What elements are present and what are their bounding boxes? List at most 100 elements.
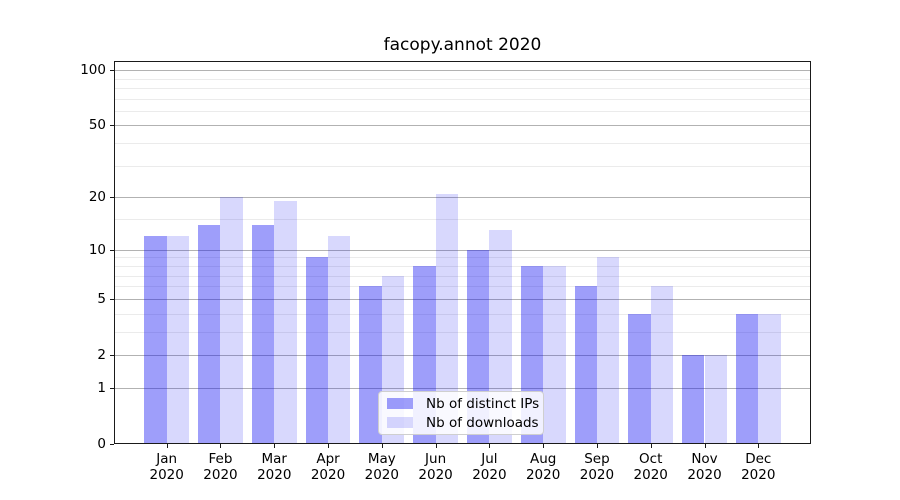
legend-entry-distinct-ips: Nb of distinct IPs <box>387 396 543 412</box>
x-tick-mark-oct <box>650 444 652 448</box>
bar-distinct-ips-nov <box>682 355 705 444</box>
bar-downloads-dec <box>758 313 781 444</box>
gridline-y-5 <box>114 298 811 300</box>
x-tick-mark-feb <box>220 444 222 448</box>
gridline-y-1 <box>114 387 811 389</box>
x-tick-mark-apr <box>328 444 330 448</box>
legend-entry-downloads: Nb of downloads <box>387 415 543 431</box>
x-tick-label-sep: Sep 2020 <box>557 451 637 483</box>
x-tick-year: 2020 <box>633 467 668 483</box>
bar-distinct-ips-oct <box>628 313 651 444</box>
x-tick-label-may: May 2020 <box>342 451 422 483</box>
x-tick-mark-mar <box>274 444 276 448</box>
x-tick-label-jul: Jul 2020 <box>449 451 529 483</box>
gridline-minor-y-15 <box>114 219 811 221</box>
x-tick-mark-jul <box>489 444 491 448</box>
y-tick-mark-50 <box>110 125 114 127</box>
gridline-minor-y-6 <box>114 286 811 288</box>
y-tick-label-0: 0 <box>97 436 106 452</box>
x-tick-month: Mar <box>261 451 287 467</box>
x-tick-year: 2020 <box>149 467 184 483</box>
gridline-minor-y-40 <box>114 143 811 145</box>
gridline-minor-y-3 <box>114 331 811 333</box>
y-tick-mark-20 <box>110 197 114 199</box>
legend-swatch-distinct-ips <box>387 398 413 409</box>
gridline-minor-y-70 <box>114 98 811 100</box>
chart-title: facopy.annot 2020 <box>383 35 542 55</box>
y-tick-mark-2 <box>110 354 114 356</box>
gridline-minor-y-30 <box>114 165 811 167</box>
x-tick-month: Feb <box>208 451 233 467</box>
y-tick-label-2: 2 <box>97 346 106 363</box>
x-tick-month: Dec <box>745 451 772 467</box>
gridline-y-20 <box>114 197 811 199</box>
x-tick-mark-jun <box>435 444 437 448</box>
x-tick-label-jun: Jun 2020 <box>396 451 476 483</box>
x-tick-mark-jan <box>166 444 168 448</box>
y-tick-label-20: 20 <box>88 189 106 206</box>
x-tick-month: Jul <box>481 451 498 467</box>
x-tick-mark-may <box>381 444 383 448</box>
bar-downloads-jun <box>435 193 458 444</box>
x-tick-year: 2020 <box>525 467 561 483</box>
bar-downloads-nov <box>704 355 727 444</box>
gridline-y-50 <box>114 125 811 127</box>
x-tick-year: 2020 <box>364 467 399 483</box>
x-tick-month: Jun <box>425 451 447 467</box>
bar-downloads-jul <box>489 230 512 444</box>
bar-downloads-oct <box>650 286 674 444</box>
legend: Nb of distinct IPs Nb of downloads <box>378 391 544 435</box>
x-tick-mark-sep <box>596 444 598 448</box>
gridline-minor-y-80 <box>114 87 811 89</box>
x-tick-month: Nov <box>691 451 718 467</box>
x-tick-label-nov: Nov 2020 <box>665 451 745 483</box>
x-tick-year: 2020 <box>310 467 346 483</box>
x-tick-mark-aug <box>543 444 545 448</box>
bar-downloads-apr <box>328 236 351 444</box>
gridline-y-100 <box>114 70 811 72</box>
y-tick-mark-100 <box>110 70 114 72</box>
gridline-minor-y-8 <box>114 265 811 267</box>
bar-distinct-ips-mar <box>251 224 275 444</box>
x-tick-label-oct: Oct 2020 <box>611 451 691 483</box>
y-tick-label-10: 10 <box>88 241 106 258</box>
x-tick-year: 2020 <box>203 467 238 483</box>
bar-distinct-ips-apr <box>305 257 329 444</box>
gridline-minor-y-9 <box>114 257 811 259</box>
x-tick-label-mar: Mar 2020 <box>234 451 314 483</box>
gridline-minor-y-4 <box>114 313 811 315</box>
y-tick-mark-0 <box>110 444 114 445</box>
x-tick-year: 2020 <box>741 467 776 483</box>
bar-distinct-ips-jan <box>144 236 167 444</box>
x-tick-year: 2020 <box>579 467 615 483</box>
bar-distinct-ips-sep <box>574 286 597 444</box>
y-tick-label-5: 5 <box>97 290 106 307</box>
bar-downloads-mar <box>274 201 297 444</box>
bar-downloads-aug <box>543 266 566 444</box>
legend-swatch-downloads <box>387 417 413 428</box>
bar-distinct-ips-dec <box>735 313 759 444</box>
x-tick-label-feb: Feb 2020 <box>180 451 260 483</box>
x-tick-year: 2020 <box>257 467 292 483</box>
plot-area <box>114 61 811 444</box>
bar-downloads-feb <box>220 197 243 444</box>
x-tick-year: 2020 <box>687 467 722 483</box>
x-tick-year: 2020 <box>418 467 453 483</box>
bar-distinct-ips-feb <box>198 224 221 444</box>
gridline-y-2 <box>114 354 811 356</box>
x-tick-label-dec: Dec 2020 <box>718 451 798 483</box>
x-tick-month: Jan <box>156 451 178 467</box>
gridline-minor-y-90 <box>114 78 811 80</box>
y-tick-mark-5 <box>110 298 114 300</box>
y-tick-mark-10 <box>110 249 114 251</box>
x-tick-label-apr: Apr 2020 <box>288 451 368 483</box>
x-tick-month: Sep <box>584 451 610 467</box>
gridline-minor-y-60 <box>114 110 811 112</box>
y-tick-mark-1 <box>110 387 114 389</box>
gridline-minor-y-7 <box>114 275 811 277</box>
x-tick-label-jan: Jan 2020 <box>127 451 207 483</box>
bar-distinct-ips-may <box>359 286 382 444</box>
x-tick-month: Aug <box>529 451 557 467</box>
x-tick-mark-dec <box>758 444 760 448</box>
